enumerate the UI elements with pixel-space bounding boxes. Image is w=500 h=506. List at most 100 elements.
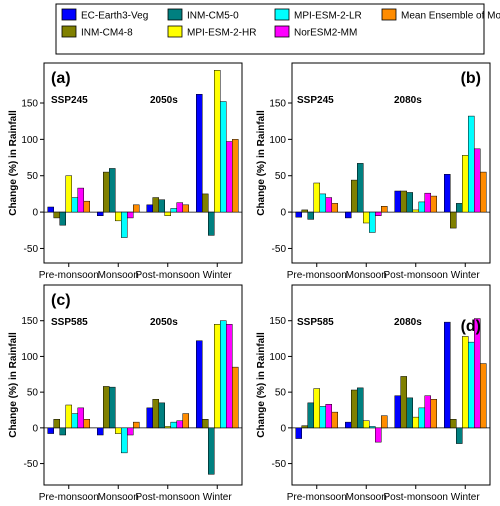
bar-mean-ensemble-of-models-monsoon	[133, 204, 140, 213]
x-tick-label-post-monsoon: Post-monsoon	[136, 492, 200, 503]
legend-label-mpi-esm-2-hr: MPI-ESM-2-HR	[187, 28, 256, 39]
y-tick-label: 100	[21, 352, 38, 363]
x-tick-label-winter: Winter	[203, 492, 233, 503]
period-label: 2050s	[150, 95, 178, 106]
legend-label-inm-cm5-0: INM-CM5-0	[187, 11, 239, 22]
bar-mean-ensemble-of-models-pre-monsoon	[83, 419, 90, 429]
y-axis-label: Change (%) in Rainfall	[8, 110, 19, 216]
bar-inm-cm5-0-winter	[456, 427, 463, 444]
bar-noresm2-mm-pre-monsoon	[325, 404, 332, 429]
x-tick-label-winter: Winter	[203, 270, 233, 281]
x-tick-label-monsoon: Monsoon	[98, 492, 139, 503]
bar-ec-earth3-veg-monsoon	[345, 211, 352, 219]
bar-inm-cm4-8-pre-monsoon	[53, 211, 60, 219]
bar-inm-cm4-8-winter	[202, 193, 209, 213]
bar-inm-cm4-8-monsoon	[351, 389, 358, 429]
bar-inm-cm5-0-pre-monsoon	[59, 427, 66, 436]
bar-inm-cm4-8-post-monsoon	[152, 197, 159, 213]
y-tick-label: -50	[272, 244, 287, 255]
x-tick-label-winter: Winter	[451, 492, 481, 503]
bar-mpi-esm-2-lr-pre-monsoon	[71, 197, 78, 213]
y-tick-label: 0	[32, 423, 38, 434]
bar-mean-ensemble-of-models-monsoon	[133, 421, 140, 429]
y-tick-label: 150	[269, 99, 286, 110]
legend-label-ec-earth3-veg: EC-Earth3-Veg	[81, 11, 148, 22]
bar-inm-cm5-0-post-monsoon	[406, 397, 413, 429]
bar-inm-cm4-8-pre-monsoon	[301, 209, 308, 213]
x-tick-label-post-monsoon: Post-monsoon	[384, 492, 448, 503]
bar-ec-earth3-veg-post-monsoon	[146, 407, 153, 429]
x-tick-label-winter: Winter	[451, 270, 481, 281]
y-tick-label: 0	[280, 423, 286, 434]
y-tick-label: 100	[269, 352, 286, 363]
bar-mpi-esm-2-hr-monsoon	[115, 211, 122, 222]
bar-mpi-esm-2-hr-post-monsoon	[412, 209, 419, 213]
bar-inm-cm5-0-pre-monsoon	[307, 211, 314, 220]
legend-swatch-mpi-esm-2-lr	[274, 8, 290, 21]
panel-label: (b)	[461, 70, 481, 87]
panel-a: -50 0 50 100 150 Pre-monsoonMonsoonPost-monso…	[8, 62, 243, 281]
bar-inm-cm5-0-monsoon	[109, 168, 116, 213]
bar-inm-cm5-0-winter	[208, 211, 215, 236]
y-tick-label: 150	[21, 316, 38, 327]
bar-inm-cm4-8-monsoon	[351, 179, 358, 213]
panel-label: (d)	[461, 318, 481, 335]
period-label: 2080s	[394, 317, 422, 328]
bar-mean-ensemble-of-models-winter	[480, 363, 487, 429]
y-tick-label: -50	[24, 459, 39, 470]
y-axis-label: Change (%) in Rainfall	[8, 332, 19, 438]
bar-ec-earth3-veg-winter	[196, 340, 203, 429]
bar-mpi-esm-2-hr-pre-monsoon	[313, 388, 320, 429]
bar-mpi-esm-2-lr-monsoon	[121, 427, 128, 454]
period-label: 2050s	[150, 317, 178, 328]
bar-inm-cm4-8-pre-monsoon	[301, 425, 308, 429]
bar-mpi-esm-2-lr-post-monsoon	[170, 208, 177, 213]
bar-mean-ensemble-of-models-winter	[232, 366, 239, 429]
x-tick-label-monsoon: Monsoon	[98, 270, 139, 281]
y-axis-label: Change (%) in Rainfall	[256, 110, 267, 216]
bar-mpi-esm-2-hr-winter	[462, 155, 469, 213]
bar-mpi-esm-2-lr-monsoon	[121, 211, 128, 238]
bar-mean-ensemble-of-models-post-monsoon	[430, 195, 437, 213]
bar-mpi-esm-2-hr-winter	[214, 70, 221, 213]
bar-mpi-esm-2-lr-winter	[468, 115, 475, 213]
bar-ec-earth3-veg-post-monsoon	[394, 395, 401, 429]
legend-swatch-inm-cm4-8	[61, 25, 77, 38]
bar-ec-earth3-veg-post-monsoon	[146, 204, 153, 213]
y-tick-label: 150	[21, 99, 38, 110]
bar-mpi-esm-2-lr-monsoon	[369, 426, 376, 429]
bar-inm-cm4-8-winter	[202, 419, 209, 429]
legend-swatch-noresm2-mm	[274, 25, 290, 38]
bar-inm-cm5-0-pre-monsoon	[307, 402, 314, 429]
x-tick-label-pre-monsoon: Pre-monsoon	[39, 492, 99, 503]
bar-inm-cm4-8-winter	[450, 211, 457, 229]
bar-mean-ensemble-of-models-pre-monsoon	[83, 200, 90, 213]
y-tick-label: 0	[32, 208, 38, 219]
x-tick-label-monsoon: Monsoon	[346, 492, 387, 503]
y-tick-label: -50	[272, 459, 287, 470]
bar-noresm2-mm-pre-monsoon	[77, 407, 84, 429]
bar-noresm2-mm-monsoon	[375, 211, 382, 216]
bar-ec-earth3-veg-winter	[444, 321, 451, 429]
y-tick-label: 50	[27, 171, 39, 182]
bar-inm-cm4-8-post-monsoon	[400, 376, 407, 429]
bar-noresm2-mm-monsoon	[127, 211, 134, 219]
bar-mpi-esm-2-hr-pre-monsoon	[65, 404, 72, 429]
bar-inm-cm5-0-post-monsoon	[406, 192, 413, 213]
bar-mpi-esm-2-hr-winter	[214, 324, 221, 429]
bar-inm-cm4-8-post-monsoon	[152, 399, 159, 429]
bar-mpi-esm-2-hr-post-monsoon	[412, 416, 419, 429]
panel-c: -50 0 50 100 150 Pre-monsoonMonsoonPost-monso…	[8, 284, 243, 503]
bar-noresm2-mm-post-monsoon	[176, 420, 183, 429]
x-tick-label-post-monsoon: Post-monsoon	[136, 270, 200, 281]
bar-mean-ensemble-of-models-winter	[480, 171, 487, 213]
bar-mean-ensemble-of-models-pre-monsoon	[331, 411, 338, 429]
bar-mpi-esm-2-hr-post-monsoon	[164, 211, 171, 216]
legend-swatch-mpi-esm-2-hr	[167, 25, 183, 38]
scenario-label: SSP245	[297, 95, 334, 106]
bar-mpi-esm-2-lr-winter	[220, 320, 227, 429]
x-tick-label-pre-monsoon: Pre-monsoon	[287, 492, 347, 503]
bar-ec-earth3-veg-monsoon	[345, 421, 352, 429]
bar-inm-cm5-0-winter	[208, 427, 215, 475]
